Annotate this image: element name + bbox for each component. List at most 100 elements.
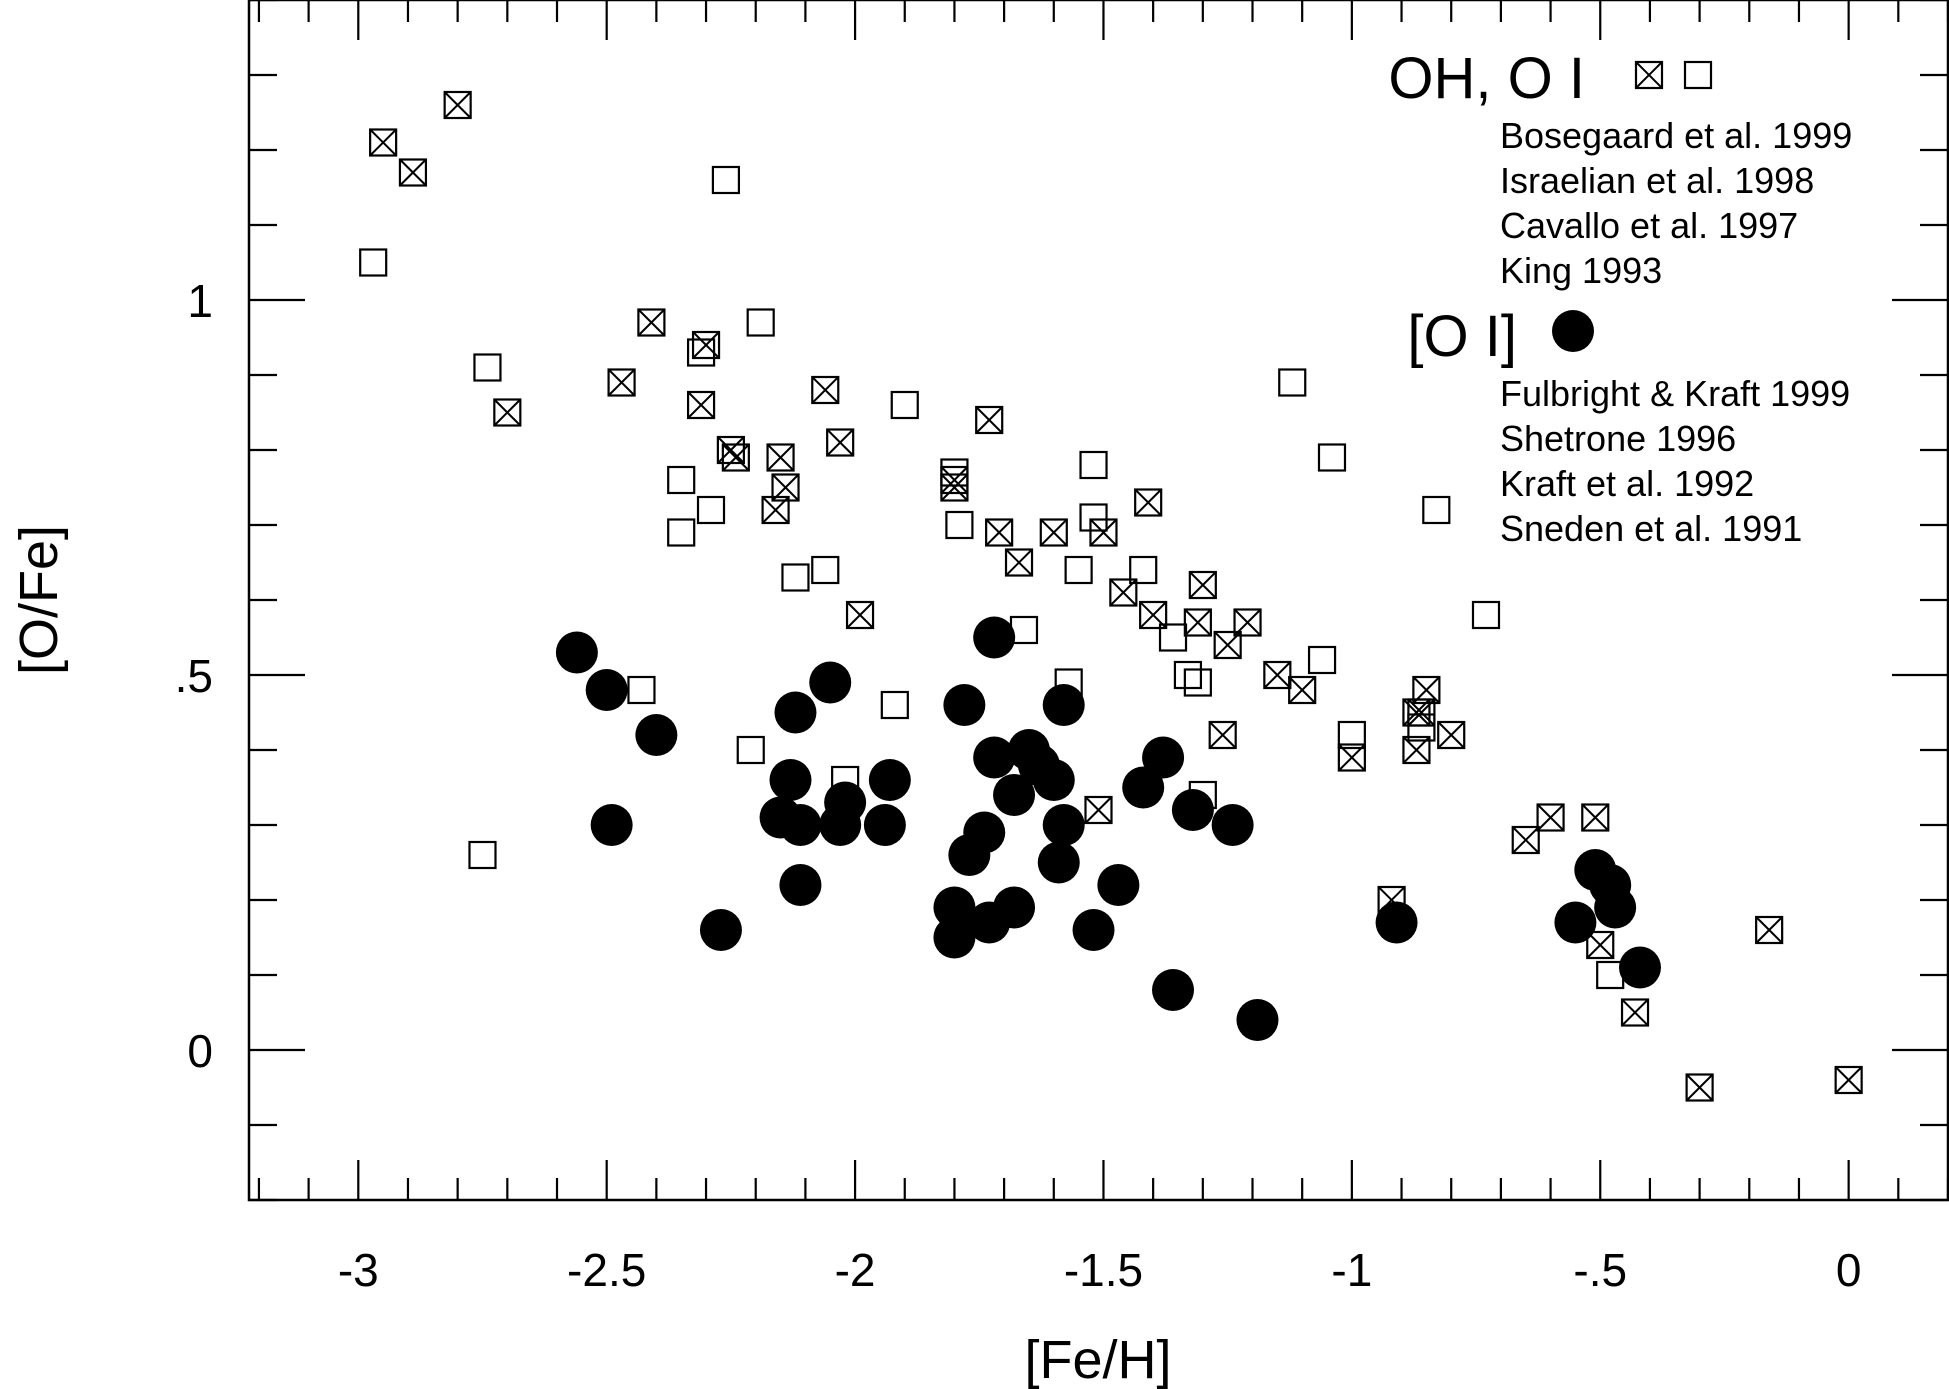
crossed-square-point <box>443 90 472 120</box>
oi-forbidden-point <box>1072 909 1115 951</box>
oi-forbidden-point <box>993 886 1036 929</box>
open-square-point <box>1064 555 1093 585</box>
crossed-square-point <box>721 443 750 472</box>
oi-forbidden-point <box>1554 901 1597 944</box>
crossed-square-point <box>1685 1073 1714 1102</box>
legend-heading-oh-oi: OH, O I <box>1388 46 1585 111</box>
crossed-square-point <box>1536 803 1565 832</box>
crossed-square-point <box>637 308 666 337</box>
legend-crossed-square-marker <box>1634 60 1664 90</box>
legend-filled-circle-marker <box>1552 310 1594 352</box>
crossed-square-point <box>1134 488 1163 517</box>
labels-layer: -3 -2.5 -2 -1.5 -1 -.5 0 0 .5 1 <box>175 275 1862 1296</box>
open-square-point <box>667 465 696 495</box>
crossed-square-point <box>686 390 716 420</box>
crossed-square-point <box>1407 698 1436 727</box>
oi-forbidden-point <box>585 669 628 711</box>
crossed-square-point <box>985 518 1014 547</box>
open-square-point <box>1422 495 1451 525</box>
oi-forbidden-point <box>973 736 1016 779</box>
oi-forbidden-point <box>774 691 817 734</box>
open-square-point <box>1079 450 1108 480</box>
open-square-point <box>468 840 497 870</box>
oi-forbidden-point <box>769 759 812 801</box>
legend-ref-fulbright: Fulbright & Kraft 1999 <box>1500 373 1850 414</box>
crossed-square-point <box>845 600 875 630</box>
crossed-square-point <box>1834 1065 1863 1095</box>
crossed-square-point <box>811 375 840 405</box>
oi-forbidden-point <box>779 864 822 906</box>
open-square-point <box>1173 660 1203 690</box>
legend-ref-king: King 1993 <box>1500 250 1662 291</box>
oi-forbidden-point <box>1042 684 1085 726</box>
legend-ref-bosegaard: Bosegaard et al. 1999 <box>1500 115 1852 156</box>
open-square-point <box>696 495 726 525</box>
x-tick-label: -3 <box>338 1244 379 1296</box>
crossed-square-point <box>1437 720 1466 750</box>
open-square-point <box>473 353 502 382</box>
x-tick-label: 0 <box>1836 1244 1862 1296</box>
oi-forbidden-point <box>1375 901 1418 944</box>
open-square-point <box>627 675 656 705</box>
open-square-point <box>1307 645 1337 675</box>
crossed-square-point <box>1208 720 1237 750</box>
y-tick-label: 0 <box>187 1025 213 1077</box>
oi-forbidden-point <box>993 774 1036 816</box>
x-axis-title: [Fe/H] <box>1024 1330 1171 1389</box>
oi-forbidden-point <box>1032 759 1075 801</box>
crossed-square-point <box>1263 660 1292 690</box>
crossed-square-point <box>940 465 969 495</box>
oi-forbidden-point <box>948 834 991 876</box>
y-tick-label: .5 <box>175 650 213 702</box>
crossed-square-point <box>1004 548 1034 577</box>
crossed-square-point <box>1755 915 1784 945</box>
crossed-square-point <box>607 368 636 397</box>
open-square-point <box>686 338 716 367</box>
points-layer <box>359 90 1863 1102</box>
open-square-point <box>1337 720 1366 750</box>
oi-forbidden-point <box>1122 766 1165 809</box>
open-square-point <box>890 390 919 420</box>
open-square-point <box>736 735 765 765</box>
crossed-square-point <box>1581 803 1610 832</box>
legend-ref-shetrone: Shetrone 1996 <box>1500 418 1736 459</box>
crossed-square-point <box>493 398 522 427</box>
open-square-point <box>945 510 974 540</box>
x-tick-label: -1.5 <box>1064 1244 1143 1296</box>
oi-forbidden-point <box>1171 789 1214 831</box>
crossed-square-point <box>1089 518 1118 547</box>
x-tick-label: -1 <box>1331 1244 1372 1296</box>
crossed-square-point <box>1213 630 1242 660</box>
crossed-square-point <box>1288 675 1317 705</box>
oi-forbidden-point <box>1042 804 1085 846</box>
oi-forbidden-point <box>933 886 976 929</box>
open-square-point <box>1317 443 1347 472</box>
open-square-point <box>781 563 810 592</box>
legend-ref-cavallo: Cavallo et al. 1997 <box>1500 205 1798 246</box>
oi-forbidden-point <box>555 631 598 674</box>
open-square-point <box>746 308 775 337</box>
legend-ref-kraft: Kraft et al. 1992 <box>1500 463 1754 504</box>
open-square-point <box>940 458 969 487</box>
open-square-point <box>811 555 840 585</box>
legend-open-square-marker <box>1683 60 1713 90</box>
oi-forbidden-point <box>973 616 1016 659</box>
crossed-square-point <box>1511 825 1540 855</box>
crossed-square-point <box>1586 930 1615 960</box>
crossed-square-point <box>1084 795 1113 825</box>
legend-heading-oi-forbidden: [O I] <box>1407 304 1517 369</box>
open-square-point <box>1079 503 1108 532</box>
legend-ref-israelian: Israelian et al. 1998 <box>1500 160 1814 201</box>
crossed-square-point <box>1039 518 1068 547</box>
oi-forbidden-point <box>1037 841 1080 884</box>
crossed-square-point <box>369 128 398 157</box>
open-square-point <box>880 690 909 720</box>
open-square-point <box>1158 623 1188 652</box>
open-square-point <box>1471 600 1501 630</box>
open-square-point <box>1278 368 1307 397</box>
open-square-point <box>711 165 741 195</box>
crossed-square-point <box>975 405 1004 435</box>
crossed-square-point <box>766 443 795 472</box>
legend-ref-sneden: Sneden et al. 1991 <box>1500 508 1802 549</box>
